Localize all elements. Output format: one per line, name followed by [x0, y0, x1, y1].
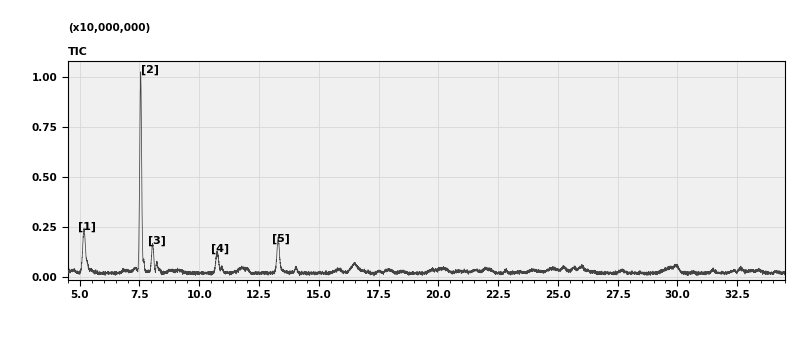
Text: [2]: [2]	[140, 65, 159, 75]
Text: [5]: [5]	[272, 234, 290, 244]
Text: [3]: [3]	[148, 236, 166, 246]
Text: [4]: [4]	[211, 243, 230, 254]
Text: (x10,000,000): (x10,000,000)	[68, 23, 150, 33]
Text: TIC: TIC	[68, 47, 88, 57]
Text: [1]: [1]	[78, 221, 96, 232]
